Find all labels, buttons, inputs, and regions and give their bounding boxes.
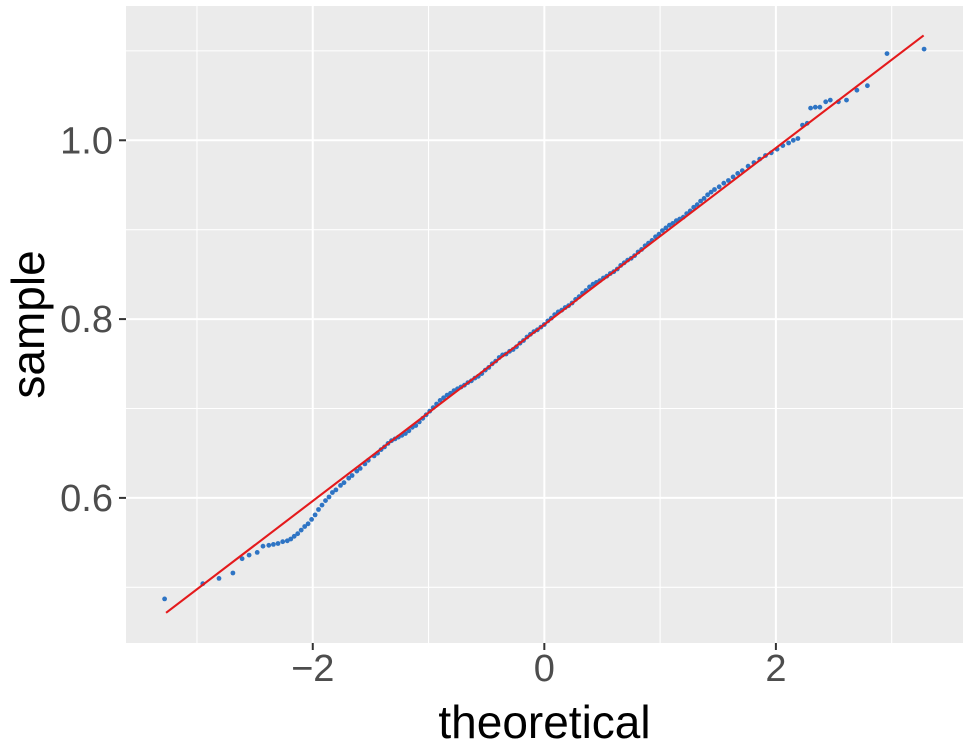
data-point [254,550,260,555]
data-point [338,483,343,488]
data-point [260,543,266,549]
data-point [349,473,355,478]
data-point [312,512,318,518]
data-point [333,487,339,493]
y-tick-label: 1.0 [60,120,113,162]
data-point [316,507,321,512]
data-point [884,51,890,56]
x-axis-title: theoretical [438,696,650,748]
data-point [271,542,276,547]
data-point [865,83,870,89]
x-tick-label: 2 [765,648,786,690]
data-point [288,536,294,542]
data-point [712,187,717,192]
data-point [708,189,714,195]
data-point [786,140,791,146]
data-point [721,180,727,186]
data-point [854,87,860,93]
data-point [844,97,849,103]
data-point [298,527,304,533]
data-point [812,104,818,110]
data-point [280,539,286,545]
data-point [735,171,741,176]
data-point [291,533,297,539]
data-point [701,196,707,201]
qq-reference-line [165,34,925,614]
data-point [216,576,222,581]
data-point [341,480,347,486]
x-tick-label: 0 [534,648,555,690]
data-point [921,46,927,52]
data-point [326,494,332,500]
data-point [302,524,308,529]
data-point [705,192,710,198]
data-point [808,105,813,111]
data-point [239,556,245,562]
data-point [305,521,311,527]
y-tick-label: 0.8 [60,299,113,341]
data-point [330,490,335,495]
data-point [726,178,731,183]
data-point [323,498,328,503]
data-point [795,136,801,141]
data-point [354,468,360,474]
data-point [246,552,252,558]
data-point [441,395,446,401]
y-axis-title: sample [2,250,54,398]
data-point [437,398,443,403]
y-tick-label: 0.6 [60,478,113,520]
data-point [357,466,363,471]
data-point [663,225,669,231]
data-point [730,174,736,180]
data-point [230,570,236,576]
data-point [660,228,665,234]
data-point [817,104,823,110]
data-point [346,475,352,481]
data-point [162,596,168,602]
data-point [309,517,314,522]
data-point [319,502,325,508]
data-point [275,541,281,546]
data-point [698,198,703,204]
data-point [716,184,722,190]
data-point [827,97,833,103]
data-point [823,99,829,105]
data-point [266,542,272,548]
x-tick-label: −2 [291,648,334,690]
data-point [295,531,301,537]
data-point [790,137,796,143]
